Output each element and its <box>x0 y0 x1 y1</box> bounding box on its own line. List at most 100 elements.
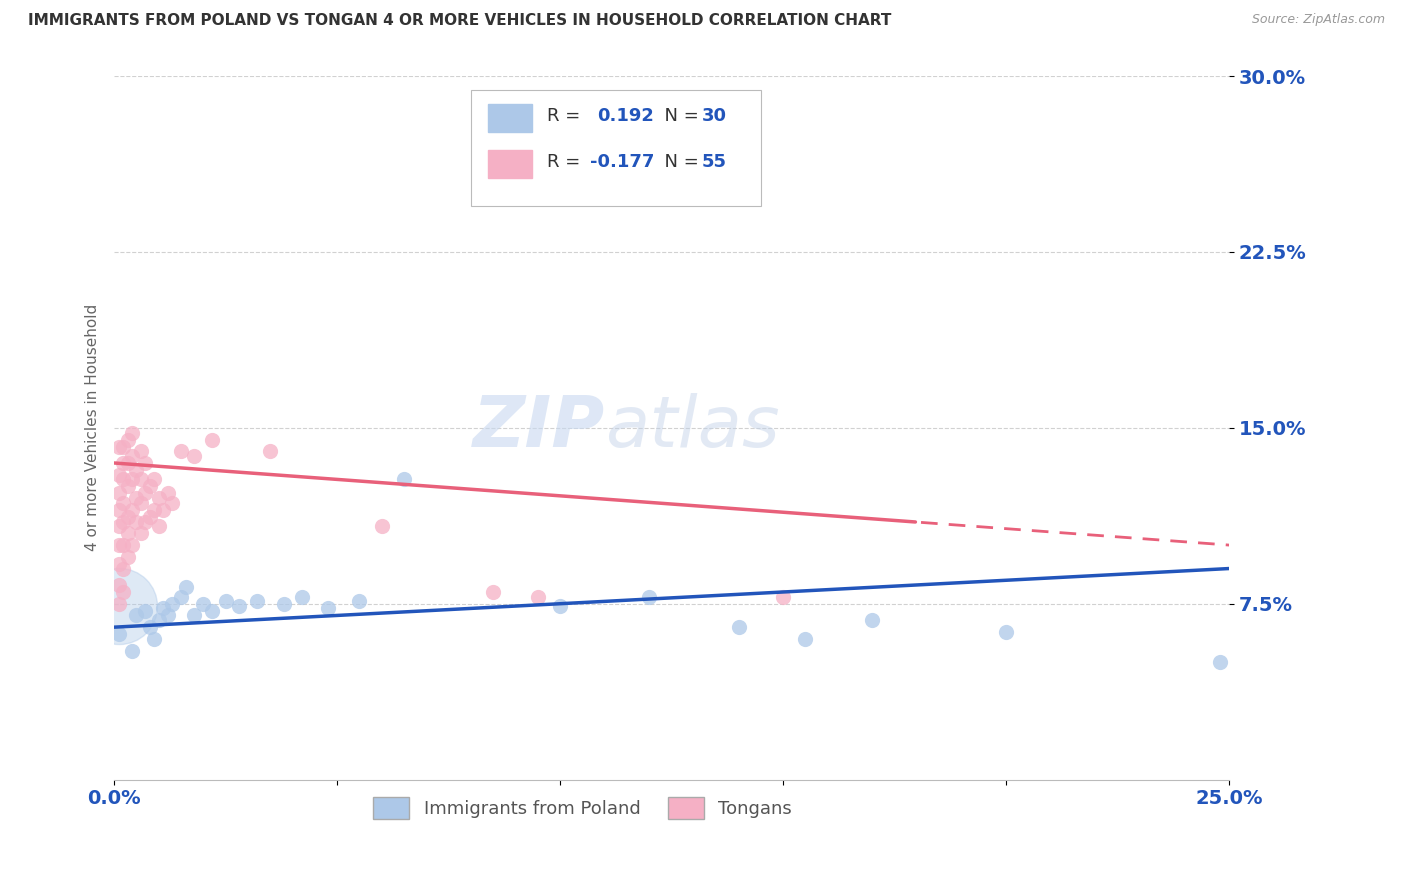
Point <box>107 467 129 482</box>
Point <box>107 538 129 552</box>
Point <box>1209 656 1232 670</box>
Point <box>112 440 135 454</box>
Point <box>107 627 129 641</box>
Point <box>129 444 152 458</box>
Point <box>290 590 312 604</box>
Point <box>152 503 174 517</box>
Point <box>134 604 156 618</box>
Point <box>143 632 166 646</box>
Text: 30: 30 <box>702 107 727 125</box>
Point <box>125 491 148 505</box>
Point <box>129 472 152 486</box>
Point <box>117 433 139 447</box>
Point <box>170 444 193 458</box>
Point <box>112 585 135 599</box>
Point <box>134 486 156 500</box>
Point <box>316 601 339 615</box>
Point <box>117 526 139 541</box>
Point <box>183 608 205 623</box>
Text: Source: ZipAtlas.com: Source: ZipAtlas.com <box>1251 13 1385 27</box>
Point <box>259 444 281 458</box>
Point <box>156 608 179 623</box>
Point <box>548 599 571 613</box>
Point <box>129 496 152 510</box>
Point <box>107 557 129 571</box>
Point <box>170 590 193 604</box>
Point <box>117 549 139 564</box>
Point <box>152 601 174 615</box>
Point <box>112 561 135 575</box>
Point <box>193 597 215 611</box>
Point <box>121 449 143 463</box>
Text: R =: R = <box>547 107 586 125</box>
Point <box>371 519 394 533</box>
Point <box>125 608 148 623</box>
Point <box>160 496 183 510</box>
Point <box>794 632 817 646</box>
Point <box>139 620 162 634</box>
Point <box>107 503 129 517</box>
Point <box>139 479 162 493</box>
Text: atlas: atlas <box>605 393 779 462</box>
Point <box>107 486 129 500</box>
Point <box>107 597 129 611</box>
Point <box>156 486 179 500</box>
Point <box>228 599 250 613</box>
Text: 55: 55 <box>702 153 727 171</box>
Point <box>112 456 135 470</box>
Point <box>121 538 143 552</box>
Point <box>112 538 135 552</box>
Point <box>117 510 139 524</box>
Point <box>160 597 183 611</box>
Point <box>129 526 152 541</box>
Point <box>107 440 129 454</box>
Point <box>112 496 135 510</box>
Text: 0.192: 0.192 <box>598 107 654 125</box>
Point <box>148 519 170 533</box>
Point <box>117 479 139 493</box>
Point <box>349 594 371 608</box>
Point <box>134 515 156 529</box>
Point <box>107 578 129 592</box>
Point <box>273 597 295 611</box>
Point <box>772 590 794 604</box>
Point <box>125 515 148 529</box>
Point <box>139 510 162 524</box>
Point <box>527 590 550 604</box>
Point <box>112 472 135 486</box>
Point <box>727 620 749 634</box>
Legend: Immigrants from Poland, Tongans: Immigrants from Poland, Tongans <box>359 783 806 834</box>
Point <box>183 449 205 463</box>
FancyBboxPatch shape <box>488 150 533 178</box>
Point <box>121 643 143 657</box>
FancyBboxPatch shape <box>488 104 533 132</box>
Point <box>148 491 170 505</box>
FancyBboxPatch shape <box>471 90 761 206</box>
Y-axis label: 4 or more Vehicles in Household: 4 or more Vehicles in Household <box>86 304 100 551</box>
Point <box>215 594 238 608</box>
Point <box>121 503 143 517</box>
Point <box>121 425 143 440</box>
Point <box>125 463 148 477</box>
Point <box>995 624 1018 639</box>
Text: N =: N = <box>652 107 704 125</box>
Point <box>174 580 197 594</box>
Point <box>860 613 883 627</box>
Point <box>148 613 170 627</box>
Text: IMMIGRANTS FROM POLAND VS TONGAN 4 OR MORE VEHICLES IN HOUSEHOLD CORRELATION CHA: IMMIGRANTS FROM POLAND VS TONGAN 4 OR MO… <box>28 13 891 29</box>
Point <box>482 585 505 599</box>
Text: ZIP: ZIP <box>472 393 605 462</box>
Point <box>246 594 269 608</box>
Point <box>143 503 166 517</box>
Point <box>638 590 661 604</box>
Text: -0.177: -0.177 <box>591 153 655 171</box>
Point <box>107 519 129 533</box>
Text: N =: N = <box>652 153 704 171</box>
Point <box>107 599 129 613</box>
Point <box>112 515 135 529</box>
Text: R =: R = <box>547 153 586 171</box>
Point <box>143 472 166 486</box>
Point <box>201 433 224 447</box>
Point <box>117 456 139 470</box>
Point <box>121 472 143 486</box>
